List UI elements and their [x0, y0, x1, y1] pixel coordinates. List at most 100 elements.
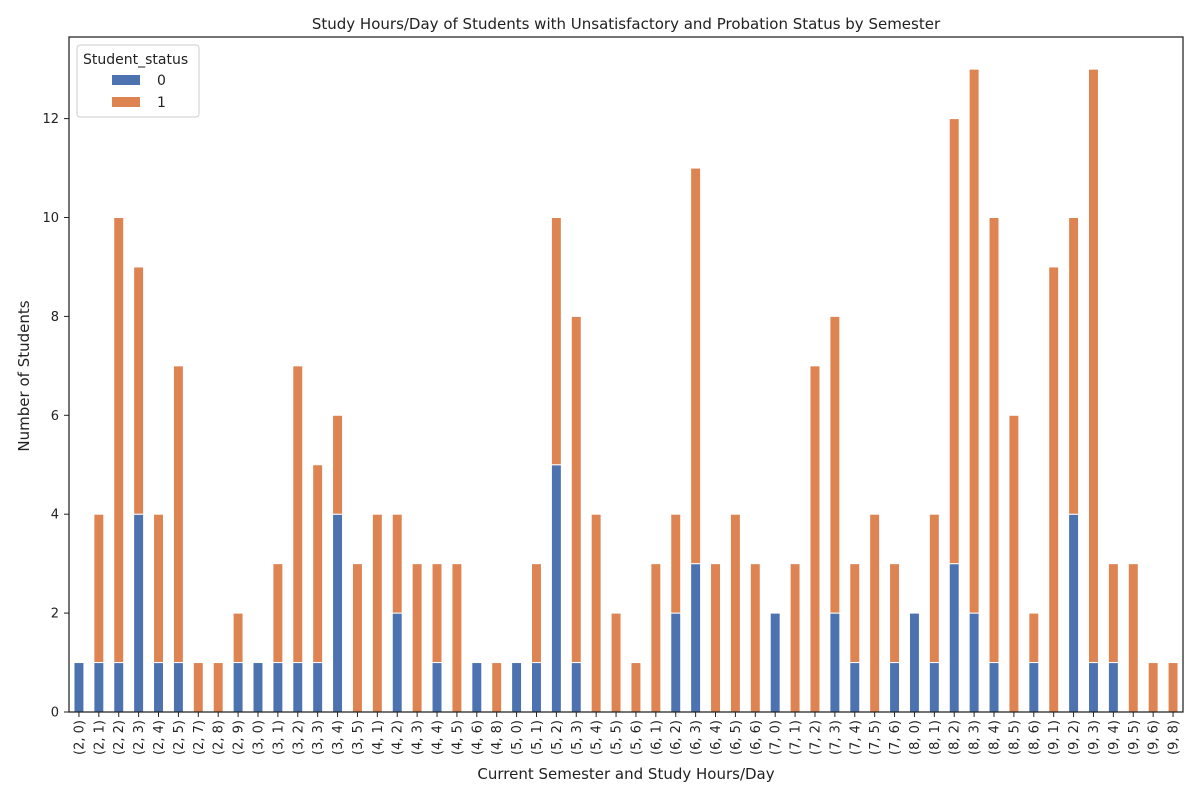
x-tick-label: (7, 0)	[769, 720, 784, 755]
x-tick-label: (4, 6)	[470, 720, 485, 755]
x-tick-label: (9, 6)	[1147, 720, 1162, 755]
x-tick-label: (6, 2)	[669, 720, 684, 755]
x-tick-label: (7, 5)	[868, 720, 883, 755]
bar-segment-status-1	[1028, 612, 1040, 664]
x-tick-label: (2, 9)	[232, 720, 247, 755]
bar-segment-status-1	[869, 513, 881, 713]
bar-segment-status-0	[93, 662, 105, 713]
y-tick-label: 4	[51, 508, 59, 523]
x-tick-label: (9, 3)	[1087, 720, 1102, 755]
bar-segment-status-1	[928, 513, 940, 664]
bar-segment-status-1	[172, 365, 184, 664]
bar-segment-status-1	[491, 662, 503, 713]
bar-segment-status-1	[948, 118, 960, 565]
bar-segment-status-1	[710, 563, 721, 713]
x-tick-label: (9, 4)	[1107, 720, 1122, 755]
bar-segment-status-1	[371, 513, 383, 713]
legend-title: Student_status	[83, 52, 188, 68]
x-tick-label: (3, 5)	[351, 720, 366, 755]
x-tick-label: (3, 1)	[271, 720, 286, 755]
x-axis-label: Current Semester and Study Hours/Day	[477, 765, 774, 783]
bar-segment-status-0	[232, 662, 244, 713]
bar-segment-status-1	[610, 612, 622, 713]
bar-segment-status-0	[948, 563, 960, 713]
x-tick-label: (8, 4)	[988, 720, 1003, 755]
bar-segment-status-1	[749, 563, 761, 713]
bar-segment-status-0	[252, 662, 264, 713]
x-tick-label: (3, 2)	[291, 720, 306, 755]
x-tick-label: (7, 3)	[828, 720, 843, 755]
bar-segment-status-1	[570, 315, 582, 664]
bar-segment-status-0	[889, 662, 901, 713]
bar-segment-status-1	[133, 266, 145, 515]
chart-title: Study Hours/Day of Students with Unsatis…	[312, 15, 941, 33]
bar-segment-status-1	[351, 563, 363, 713]
bar-segment-status-0	[769, 612, 781, 713]
x-tick-label: (6, 5)	[729, 720, 744, 755]
legend: Student_status 0 1	[76, 44, 200, 118]
bar-segment-status-0	[172, 662, 184, 713]
x-tick-label: (8, 3)	[968, 720, 983, 755]
plot-frame	[68, 36, 1184, 713]
x-tick-label: (7, 1)	[789, 720, 804, 755]
bar-segment-status-1	[1147, 662, 1159, 713]
x-tick-label: (8, 0)	[908, 720, 923, 755]
bar-segment-status-1	[650, 563, 662, 713]
x-tick-label: (6, 1)	[649, 720, 664, 755]
bar-segment-status-0	[73, 662, 85, 713]
bar-segment-status-0	[312, 662, 324, 713]
x-tick-label: (4, 1)	[371, 720, 386, 755]
bar-segment-status-1	[391, 513, 403, 614]
x-tick-label: (8, 6)	[1027, 720, 1042, 755]
x-tick-label: (5, 6)	[629, 720, 644, 755]
x-tick-label: (2, 5)	[172, 720, 187, 755]
x-tick-label: (5, 4)	[590, 720, 605, 755]
bar-segment-status-0	[968, 612, 980, 713]
bar-segment-status-1	[272, 563, 284, 664]
bar-segment-status-1	[1068, 216, 1080, 515]
bar-segment-status-0	[113, 662, 125, 713]
bar-segment-status-1	[1048, 266, 1060, 713]
x-tick-label: (3, 4)	[331, 720, 346, 755]
x-tick-label: (2, 8)	[212, 720, 227, 755]
y-axis-label: Number of Students	[15, 300, 33, 451]
bar-segment-status-1	[312, 464, 324, 664]
x-tick-label: (8, 5)	[1007, 720, 1022, 755]
bar-segment-status-1	[153, 513, 164, 664]
x-tick-label: (2, 1)	[92, 720, 107, 755]
x-tick-label: (9, 8)	[1167, 720, 1182, 755]
bar-segment-status-1	[1107, 563, 1119, 664]
x-tick-label: (2, 2)	[112, 720, 127, 755]
bar-segment-status-1	[550, 216, 562, 466]
bar-segment-status-1	[431, 563, 443, 664]
bar-segment-status-0	[1068, 513, 1080, 713]
bar-segment-status-1	[889, 563, 901, 664]
x-tick-label: (2, 0)	[72, 720, 87, 755]
x-tick-label: (6, 6)	[749, 720, 764, 755]
bar-segment-status-0	[431, 662, 443, 713]
bar-segment-status-1	[411, 563, 423, 713]
bar-segment-status-0	[570, 662, 582, 713]
bar-segment-status-1	[809, 365, 821, 713]
bar-segment-status-1	[1127, 563, 1139, 713]
bar-segment-status-1	[1008, 414, 1020, 713]
x-tick-label: (5, 0)	[510, 720, 525, 755]
bar-segment-status-0	[391, 612, 403, 713]
y-tick-label: 8	[51, 310, 59, 325]
y-tick-label: 6	[51, 409, 59, 424]
x-tick-label: (4, 4)	[431, 720, 446, 755]
y-tick-label: 0	[51, 706, 59, 721]
bar-segment-status-1	[113, 216, 125, 664]
bar-segment-status-1	[829, 315, 841, 614]
bar-segment-status-0	[849, 662, 861, 713]
bar-segment-status-1	[531, 563, 542, 664]
legend-label-status-0: 0	[157, 73, 166, 89]
bar-segment-status-0	[133, 513, 145, 713]
x-tick-label: (5, 2)	[550, 720, 565, 755]
y-tick-label: 10	[42, 211, 59, 226]
x-tick-label: (9, 2)	[1067, 720, 1082, 755]
bar-segment-status-1	[630, 662, 642, 713]
bar-segment-status-0	[332, 513, 344, 713]
